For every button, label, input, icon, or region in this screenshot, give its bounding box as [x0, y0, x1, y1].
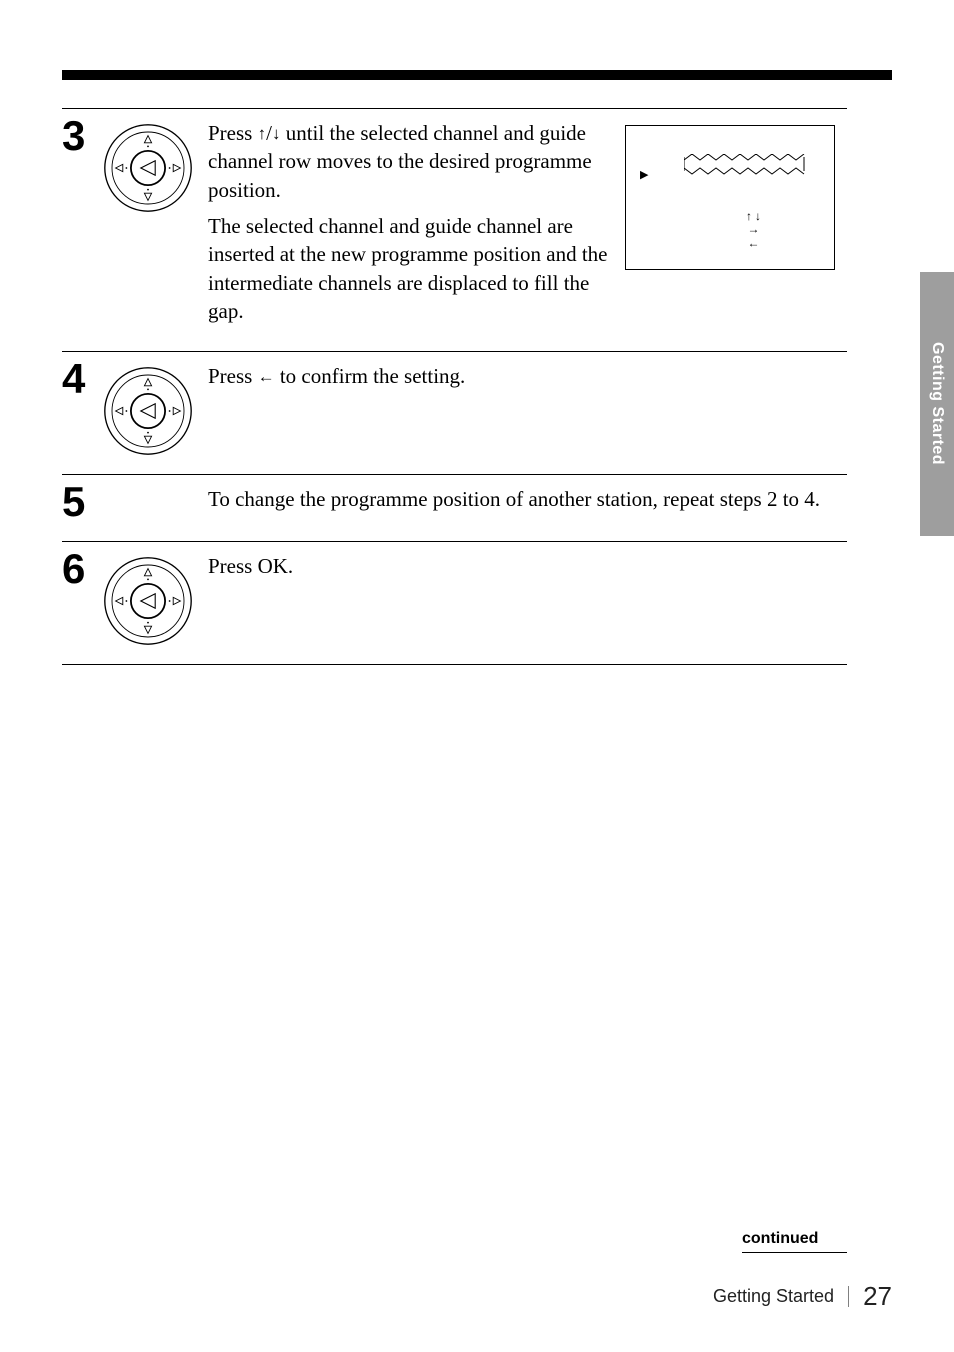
step-paragraph: To change the programme position of anot… — [208, 485, 847, 513]
continued-label: continued — [742, 1230, 847, 1253]
step-icon-cell — [98, 362, 198, 456]
footer-section-label: Getting Started — [713, 1286, 849, 1307]
step-body: Press ↑/↓ until the selected channel and… — [198, 119, 609, 333]
step-body: To change the programme position of anot… — [198, 485, 847, 521]
play-indicator-icon: ▶ — [640, 168, 648, 181]
highlighted-row-icon — [684, 154, 819, 178]
step-number: 3 — [62, 115, 98, 157]
step-paragraph: Press ← to confirm the setting. — [208, 362, 847, 390]
step-row: 4 Press ← to confirm the setting. — [62, 351, 847, 474]
step-icon-cell — [98, 485, 198, 489]
page: Getting Started 3 Press ↑/↓ until the se… — [0, 0, 954, 1352]
step-row: 6 Press OK. — [62, 541, 847, 665]
dpad-icon — [103, 366, 193, 456]
step-number: 5 — [62, 481, 98, 523]
footer: continued Getting Started 27 — [62, 1230, 892, 1312]
header-rule — [62, 70, 892, 80]
mini-screen: ▶ ↑ ↓→← — [625, 119, 847, 270]
step-paragraph: The selected channel and guide channel a… — [208, 212, 609, 325]
step-number: 6 — [62, 548, 98, 590]
step-paragraph: Press ↑/↓ until the selected channel and… — [208, 119, 609, 204]
step-row: 5 To change the programme position of ano… — [62, 474, 847, 541]
dpad-icon — [103, 123, 193, 213]
step-icon-cell — [98, 552, 198, 646]
step-body: Press OK. — [198, 552, 847, 588]
step-number: 4 — [62, 358, 98, 400]
step-body: Press ← to confirm the setting. — [198, 362, 847, 398]
footer-line: Getting Started 27 — [62, 1281, 892, 1312]
screen-box: ▶ ↑ ↓→← — [625, 125, 835, 270]
section-tab: Getting Started — [920, 272, 954, 536]
dpad-icon — [103, 556, 193, 646]
nav-arrows-icon: ↑ ↓→← — [746, 210, 761, 251]
step-icon-cell — [98, 119, 198, 213]
footer-page-number: 27 — [863, 1281, 892, 1312]
step-row: 3 Press ↑/↓ until the selected channel a… — [62, 108, 847, 351]
step-paragraph: Press OK. — [208, 552, 847, 580]
steps-list: 3 Press ↑/↓ until the selected channel a… — [62, 108, 847, 665]
section-tab-label: Getting Started — [928, 342, 946, 465]
